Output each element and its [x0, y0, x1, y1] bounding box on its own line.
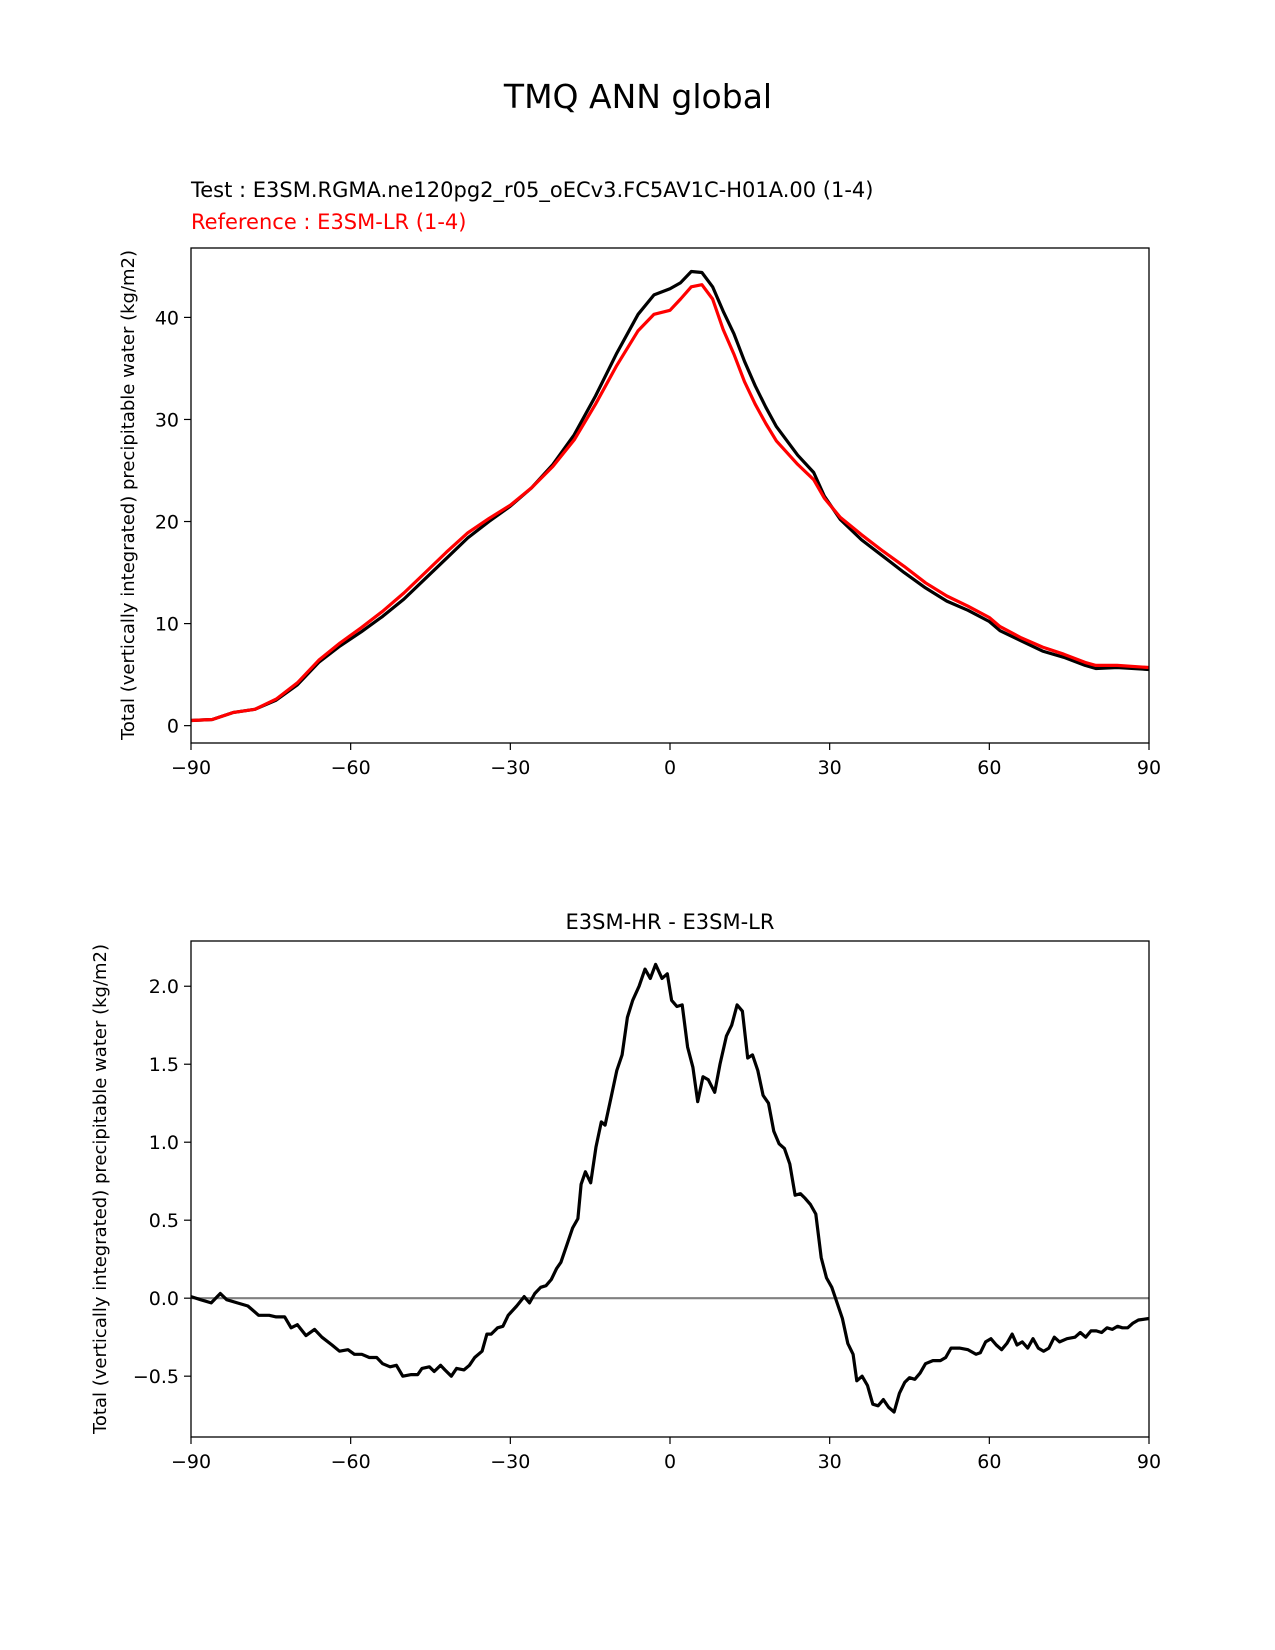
- bottom-x-tick-label: 30: [818, 1451, 842, 1473]
- bottom-y-tick-label: 0.0: [149, 1288, 179, 1310]
- bottom-y-tick-label: 1.5: [149, 1054, 179, 1076]
- top-panel: Test : E3SM.RGMA.ne120pg2_r05_oECv3.FC5A…: [118, 178, 1161, 779]
- top-y-tick-label: 20: [155, 512, 179, 534]
- bottom-y-tick-label: −0.5: [133, 1366, 179, 1388]
- top-y-tick-label: 30: [155, 409, 179, 431]
- test-label: Test : E3SM.RGMA.ne120pg2_r05_oECv3.FC5A…: [190, 178, 873, 203]
- bottom-x-tick-label: −30: [490, 1451, 530, 1473]
- bottom-y-axis-label: Total (vertically integrated) precipitab…: [90, 944, 111, 1435]
- test-series-line: [190, 269, 1150, 723]
- bottom-x-tick-label: 90: [1137, 1451, 1161, 1473]
- top-x-tick-label: 90: [1137, 757, 1161, 779]
- bottom-x-tick-label: 60: [977, 1451, 1001, 1473]
- bottom-panel: E3SM-HR - E3SM-LR Total (vertically inte…: [90, 910, 1161, 1473]
- top-x-tick-label: 30: [818, 757, 842, 779]
- top-x-tick-label: 0: [664, 757, 676, 779]
- top-x-tick-label: −90: [171, 757, 211, 779]
- bottom-y-tick-label: 0.5: [149, 1210, 179, 1232]
- bottom-x-tick-label: −60: [331, 1451, 371, 1473]
- bottom-y-tick-label: 2.0: [149, 976, 179, 998]
- top-axes-frame: [190, 247, 1150, 744]
- reference-series-line: [190, 283, 1150, 723]
- top-y-axis-label: Total (vertically integrated) precipitab…: [118, 250, 139, 741]
- top-x-tick-label: −60: [331, 757, 371, 779]
- diff-title: E3SM-HR - E3SM-LR: [566, 910, 775, 934]
- bottom-y-tick-label: 1.0: [149, 1132, 179, 1154]
- bottom-axes-frame: [190, 940, 1150, 1438]
- top-x-tick-label: 60: [977, 757, 1001, 779]
- reference-label: Reference : E3SM-LR (1-4): [191, 210, 466, 234]
- top-y-tick-label: 10: [155, 614, 179, 636]
- bottom-x-tick-label: 0: [664, 1451, 676, 1473]
- top-x-tick-label: −30: [490, 757, 530, 779]
- figure-title: TMQ ANN global: [503, 77, 772, 116]
- top-y-tick-label: 40: [155, 307, 179, 329]
- top-y-tick-label: 0: [167, 716, 179, 738]
- bottom-x-tick-label: −90: [171, 1451, 211, 1473]
- diff-series-line: [190, 962, 1150, 1414]
